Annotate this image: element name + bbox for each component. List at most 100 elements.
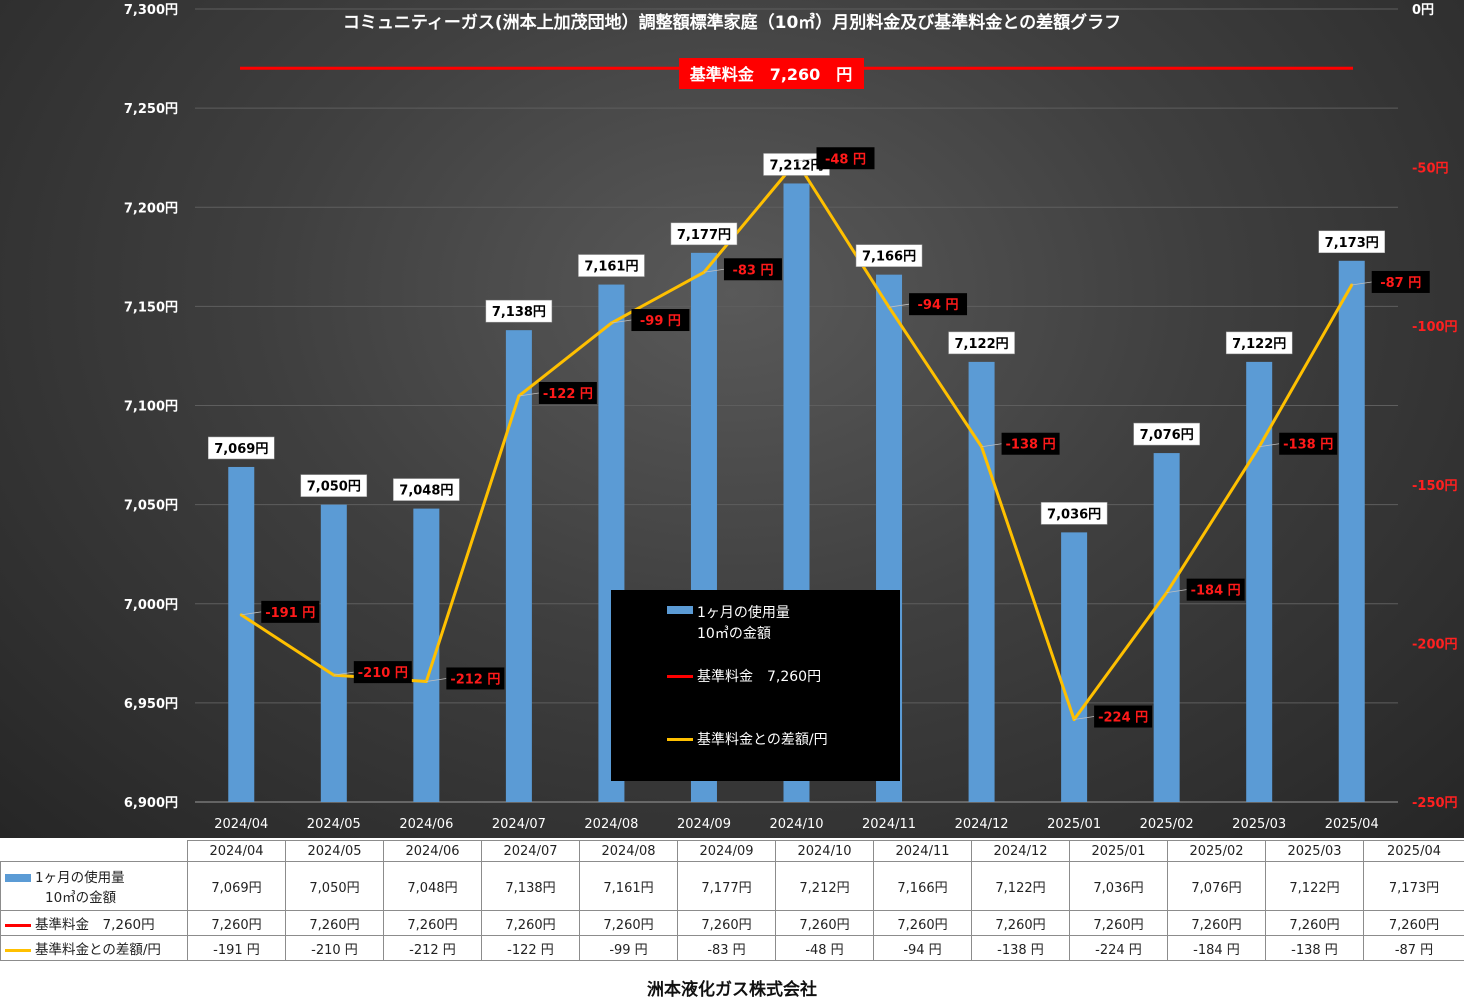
difference-label-box bbox=[1371, 270, 1430, 293]
bar-value-label-box bbox=[578, 254, 645, 277]
table-header-cell: 2025/01 bbox=[1069, 840, 1168, 862]
table-header-cell: 2024/12 bbox=[971, 840, 1070, 862]
table-cell: 7,260円 bbox=[579, 910, 678, 936]
bar-value-label-box bbox=[1318, 230, 1385, 254]
table-cell: 7,048円 bbox=[383, 861, 482, 911]
table-cell: -87 円 bbox=[1363, 935, 1464, 961]
bar bbox=[1246, 361, 1273, 802]
x-tick-label: 2024/07 bbox=[492, 817, 546, 832]
table-cell: -210 円 bbox=[285, 935, 384, 961]
bar-value-label: 7,050円 bbox=[307, 480, 361, 495]
table-cell: 7,036円 bbox=[1069, 861, 1168, 911]
table-header-cell: 2024/09 bbox=[677, 840, 776, 862]
x-tick-label: 2024/08 bbox=[584, 817, 638, 832]
x-tick-label: 2024/12 bbox=[955, 817, 1009, 832]
table-cell: 7,173円 bbox=[1363, 861, 1464, 911]
table-cell: -99 円 bbox=[579, 935, 678, 961]
bar bbox=[968, 361, 995, 802]
table-cell: -191 円 bbox=[187, 935, 286, 961]
table-cell: 7,260円 bbox=[383, 910, 482, 936]
difference-leader-line bbox=[611, 319, 632, 324]
table-row-label-red: 基準料金 7,260円 bbox=[0, 910, 188, 936]
table-cell: 7,260円 bbox=[775, 910, 874, 936]
x-tick-label: 2024/10 bbox=[769, 817, 823, 832]
table-bar-label-2: 10㎥の金額 bbox=[45, 890, 117, 906]
x-tick-label: 2025/01 bbox=[1047, 817, 1101, 832]
bar-value-label-box bbox=[393, 478, 460, 501]
bar-value-label-box bbox=[300, 474, 368, 497]
difference-label-box bbox=[723, 258, 782, 281]
difference-label-box bbox=[631, 309, 690, 332]
difference-leader-line bbox=[981, 443, 1002, 448]
table-header-cell: 2025/04 bbox=[1363, 840, 1464, 862]
table-cell: 7,050円 bbox=[285, 861, 384, 911]
table-cell: -138 円 bbox=[1265, 935, 1364, 961]
difference-leader-line bbox=[1166, 589, 1187, 594]
table-cell: 7,260円 bbox=[187, 910, 286, 936]
table-cell: -212 円 bbox=[383, 935, 482, 961]
table-cell: -94 円 bbox=[873, 935, 972, 961]
y-tick-label: 7,000円 bbox=[124, 598, 178, 613]
bar-value-label: 7,122円 bbox=[955, 337, 1009, 352]
bar bbox=[228, 466, 255, 802]
chart-plot: 基準料金 7,260 円 6,900円 6,950円 7,000円 7,050円 7,1… bbox=[124, 3, 1458, 832]
difference-leader-line bbox=[796, 157, 817, 162]
x-tick-label: 2024/05 bbox=[307, 817, 361, 832]
table-cell: 7,260円 bbox=[1167, 910, 1266, 936]
y-tick-label: 7,250円 bbox=[124, 102, 178, 117]
bar-value-label: 7,212円 bbox=[769, 158, 823, 173]
table-header-cell: 2024/07 bbox=[481, 840, 580, 862]
bar bbox=[1338, 260, 1365, 803]
difference-label: -184 円 bbox=[1191, 584, 1241, 599]
difference-label: -138 円 bbox=[1006, 438, 1056, 453]
bar-value-label: 7,122円 bbox=[1232, 337, 1286, 352]
bar-value-label: 7,076円 bbox=[1140, 428, 1194, 443]
difference-label-box bbox=[538, 381, 597, 404]
bar-value-label-box bbox=[948, 331, 1015, 355]
bar-value-label: 7,138円 bbox=[492, 305, 546, 320]
difference-label-box bbox=[1186, 578, 1245, 601]
legend-red-label: 基準料金 7,260円 bbox=[697, 668, 821, 685]
bar bbox=[1153, 453, 1180, 802]
bar-value-label-box bbox=[855, 244, 923, 267]
data-table: 2024/04 2024/05 2024/06 2024/07 2024/08 2024/… bbox=[0, 840, 1464, 961]
difference-label: -94 円 bbox=[918, 298, 959, 313]
table-cell: 7,161円 bbox=[579, 861, 678, 911]
y2-tick-label: 0円 bbox=[1412, 3, 1434, 18]
table-header-cell: 2024/10 bbox=[775, 840, 874, 862]
difference-label-box bbox=[1001, 432, 1060, 455]
difference-leader-line bbox=[1351, 281, 1372, 286]
bar-value-label: 7,161円 bbox=[584, 260, 638, 275]
y2-tick-label: -250円 bbox=[1412, 796, 1458, 811]
table-cell: 7,260円 bbox=[481, 910, 580, 936]
table-cell: 7,076円 bbox=[1167, 861, 1266, 911]
table-cell: -184 円 bbox=[1167, 935, 1266, 961]
x-tick-label: 2025/02 bbox=[1140, 817, 1194, 832]
difference-leader-line bbox=[888, 303, 910, 308]
table-yellow-label: 基準料金との差額/円 bbox=[35, 942, 161, 958]
table-cell: -224 円 bbox=[1069, 935, 1168, 961]
table-header-cell: 2024/11 bbox=[873, 840, 972, 862]
difference-label-box bbox=[261, 600, 320, 623]
y2-tick-label: -50円 bbox=[1412, 162, 1449, 177]
difference-leader-line bbox=[241, 611, 262, 616]
table-row: 基準料金 7,260円 7,260円 7,260円 7,260円 7,260円 7,26… bbox=[0, 910, 1464, 936]
table-header-cell: 2024/06 bbox=[383, 840, 482, 862]
x-tick-label: 2025/03 bbox=[1232, 817, 1286, 832]
y2-tick-label: -100円 bbox=[1412, 320, 1458, 335]
y-tick-label: 7,200円 bbox=[124, 201, 178, 216]
table-header-cell: 2024/08 bbox=[579, 840, 678, 862]
difference-leader-line bbox=[426, 678, 447, 682]
difference-label: -87 円 bbox=[1380, 276, 1421, 291]
chart-title: コミュニティーガス(洲本上加茂団地）調整額標準家庭（10㎥）月別料金及び基準料金… bbox=[343, 12, 1121, 33]
table-cell: 7,122円 bbox=[1265, 861, 1364, 911]
table-cell: 7,177円 bbox=[677, 861, 776, 911]
table-cell: 7,260円 bbox=[971, 910, 1070, 936]
difference-label-box bbox=[1094, 705, 1153, 728]
bar-value-label: 7,048円 bbox=[399, 484, 453, 499]
difference-label-box bbox=[446, 667, 505, 690]
table-bar-label-1: 1ヶ月の使用量 bbox=[35, 870, 125, 886]
table-bar-swatch bbox=[5, 874, 31, 882]
table-cell: 7,069円 bbox=[187, 861, 286, 911]
table-header-cell: 2024/05 bbox=[285, 840, 384, 862]
